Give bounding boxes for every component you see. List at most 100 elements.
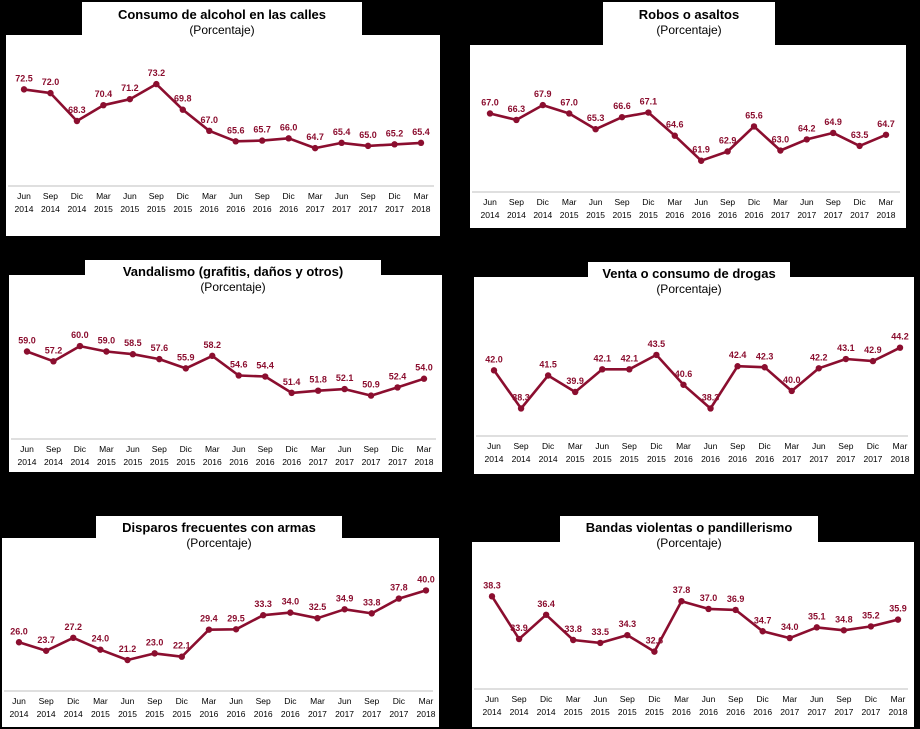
data-point (391, 141, 398, 148)
data-label: 73.2 (148, 68, 166, 78)
tick-label-month: Dic (540, 694, 553, 704)
data-label: 65.2 (386, 128, 404, 138)
tick-label-year: 2015 (645, 707, 664, 717)
data-point (178, 653, 185, 660)
data-point (759, 628, 766, 635)
tick-label-month: Jun (593, 694, 607, 704)
data-point (285, 135, 292, 142)
tick-label-month: Jun (232, 444, 246, 454)
tick-label-month: Jun (487, 441, 501, 451)
data-label: 41.5 (539, 360, 557, 370)
tick-label-year: 2018 (889, 707, 908, 717)
tick-label-month: Jun (335, 191, 349, 201)
tick-label-year: 2014 (510, 707, 529, 717)
tick-label-month: Dic (74, 444, 87, 454)
tick-label-month: Sep (256, 696, 271, 706)
data-point (70, 634, 77, 642)
tick-label-month: Dic (180, 444, 193, 454)
data-point (542, 611, 550, 618)
tick-label-month: Sep (46, 444, 61, 454)
chart-svg-alcohol: 72.5 Jun 2014 72.0 Sep 2014 68.3 Dic 2014 70.4 Mar… (8, 68, 434, 214)
data-label: 35.2 (862, 610, 880, 620)
chart-svg-vandalismo: 59.0 Jun 2014 57.2 Sep 2014 60.0 Dic 2014 59.0 Mar… (11, 330, 436, 467)
tick-label-month: Mar (667, 197, 682, 207)
data-point (103, 348, 110, 355)
tick-label-month: Jun (12, 696, 26, 706)
tick-label-year: 2015 (173, 204, 192, 214)
data-point (47, 89, 54, 97)
data-label: 66.3 (508, 104, 526, 114)
tick-label-month: Sep (255, 191, 270, 201)
data-label: 71.2 (121, 83, 139, 93)
tick-label-year: 2016 (226, 204, 245, 214)
tick-label-month: Jun (121, 696, 135, 706)
tick-label-year: 2015 (564, 707, 583, 717)
tick-label-year: 2017 (388, 457, 407, 467)
chart-subtitle: (Porcentaje) (189, 23, 255, 37)
data-label: 63.0 (772, 135, 790, 145)
data-point (786, 634, 793, 642)
data-point (856, 142, 863, 150)
data-label: 22.1 (173, 641, 191, 651)
tick-label-month: Mar (893, 441, 908, 451)
tick-label-month: Jun (338, 696, 352, 706)
data-label: 64.9 (824, 117, 842, 127)
data-point (73, 117, 81, 125)
data-point (618, 113, 626, 121)
chart-title-box-vandalismo: Vandalismo (grafitis, daños y otros) (Po… (85, 260, 381, 300)
chart-subtitle: (Porcentaje) (656, 536, 722, 550)
data-point (422, 587, 430, 594)
tick-label-month: Sep (836, 694, 851, 704)
tick-label-month: Mar (562, 197, 577, 207)
tick-label-year: 2015 (618, 707, 637, 717)
data-point (153, 80, 160, 88)
tick-label-year: 2015 (591, 707, 610, 717)
chart-svg-disparos: 26.0 Jun 2014 23.7 Sep 2014 27.2 Dic 2014 24.0 Mar… (4, 574, 436, 719)
chart-subtitle: (Porcentaje) (656, 282, 722, 296)
data-label: 38.3 (702, 392, 720, 402)
tick-label-year: 2016 (692, 210, 711, 220)
data-label: 58.5 (124, 338, 142, 348)
data-label: 40.6 (675, 369, 693, 379)
tick-label-month: Sep (39, 696, 54, 706)
data-point (314, 614, 321, 622)
data-point (707, 405, 714, 412)
tick-label-year: 2015 (94, 204, 113, 214)
data-point (156, 355, 163, 363)
data-label: 37.8 (390, 583, 408, 593)
data-label: 65.7 (253, 125, 271, 135)
data-label: 54.0 (415, 363, 433, 373)
data-point (867, 623, 875, 630)
tick-label-year: 2016 (281, 709, 300, 719)
data-label: 35.9 (889, 604, 907, 614)
tick-label-year: 2018 (417, 709, 436, 719)
data-label: 33.9 (510, 623, 528, 633)
tick-label-month: Jun (704, 441, 718, 451)
tick-label-year: 2016 (701, 454, 720, 464)
data-label: 33.3 (254, 599, 272, 609)
tick-label-month: Jun (694, 197, 708, 207)
data-point (869, 357, 877, 365)
data-point (97, 646, 104, 653)
tick-label-year: 2017 (385, 204, 404, 214)
tick-label-month: Dic (67, 696, 80, 706)
data-label: 67.1 (640, 97, 658, 107)
data-label: 42.9 (864, 345, 882, 355)
tick-label-year: 2017 (863, 454, 882, 464)
data-label: 42.1 (594, 353, 612, 363)
tick-label-year: 2014 (512, 454, 531, 464)
data-point (597, 639, 604, 647)
tick-label-month: Jun (595, 441, 609, 451)
tick-label-year: 2015 (97, 457, 116, 467)
tick-label-month: Dic (642, 197, 655, 207)
tick-label-year: 2017 (834, 707, 853, 717)
tick-label-year: 2014 (483, 707, 502, 717)
tick-label-year: 2017 (797, 210, 816, 220)
tick-label-year: 2017 (359, 204, 378, 214)
data-point (182, 365, 189, 372)
tick-label-month: Sep (620, 694, 635, 704)
data-point (882, 131, 890, 138)
data-label: 72.0 (42, 77, 60, 87)
data-point (894, 616, 902, 623)
data-point (368, 610, 375, 617)
